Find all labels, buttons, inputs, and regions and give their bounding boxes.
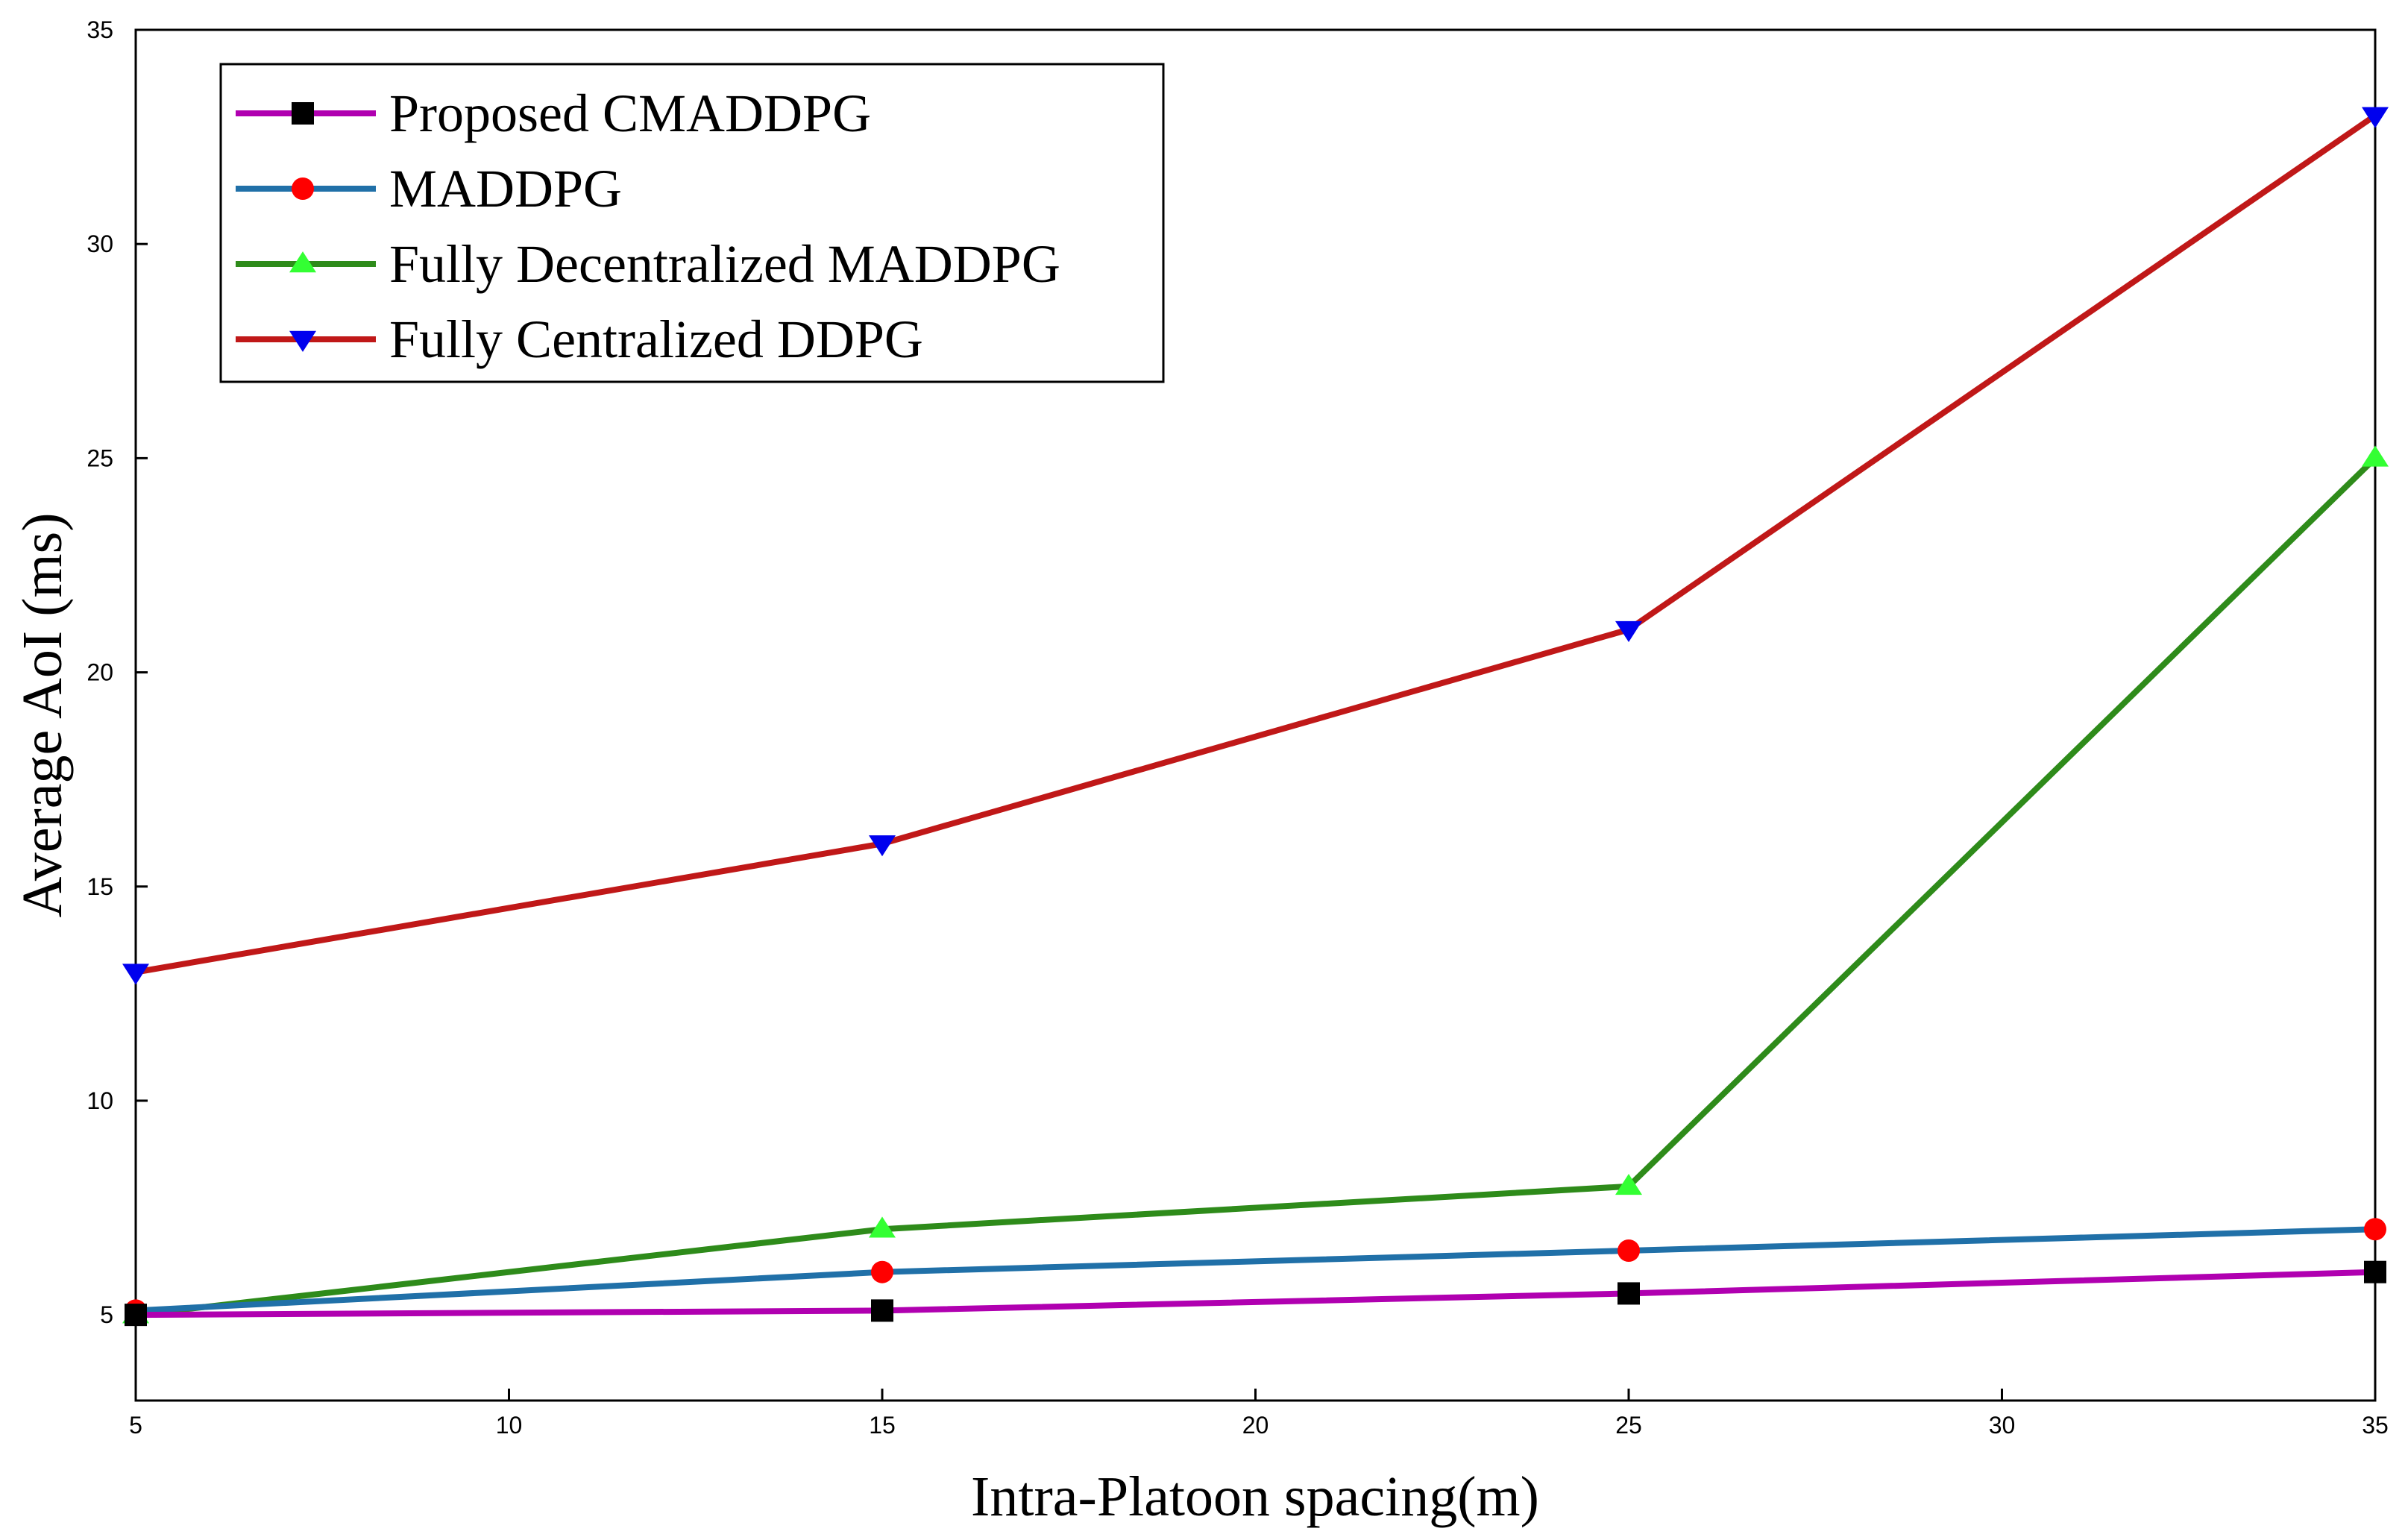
data-point-proposed-cmaddpg — [2364, 1260, 2386, 1283]
y-tick-label: 5 — [100, 1301, 113, 1328]
series-line-fully-decentralized-maddpg — [133, 455, 2378, 1319]
data-point-proposed-cmaddpg — [1618, 1282, 1640, 1305]
x-tick-label: 35 — [2362, 1412, 2389, 1439]
y-tick-label: 15 — [87, 873, 113, 900]
legend-swatch-marker — [289, 330, 316, 352]
y-tick-label: 35 — [87, 16, 113, 43]
series-lines — [133, 112, 2378, 1319]
data-point-fully-decentralized-maddpg — [869, 1216, 896, 1238]
legend-box — [219, 63, 1165, 383]
x-axis-title: Intra-Platoon spacing(m) — [971, 1465, 1539, 1528]
legend: Proposed CMADDPG MADDPG Fully Decentralize… — [219, 63, 1165, 383]
data-point-fully-centralized-ddpg — [2362, 107, 2389, 128]
legend-swatch-marker — [292, 102, 314, 125]
data-point-fully-centralized-ddpg — [1615, 620, 1642, 642]
legend-swatch-marker — [292, 177, 314, 200]
x-tick-label: 5 — [129, 1412, 142, 1439]
legend-label: MADDPG — [389, 159, 622, 219]
x-tick-label: 25 — [1615, 1412, 1642, 1439]
legend-label: Fully Decentralized MADDPG — [389, 234, 1060, 294]
data-point-fully-centralized-ddpg — [869, 835, 896, 857]
series-line-maddpg — [133, 1226, 2378, 1314]
y-tick-label: 30 — [87, 230, 113, 257]
series-markers — [122, 107, 2389, 1327]
x-tick-label: 10 — [496, 1412, 523, 1439]
legend-entries: Proposed CMADDPG MADDPG Fully Decentralize… — [236, 84, 1060, 369]
series-line-fully-centralized-ddpg — [133, 112, 2378, 975]
x-tick-label: 15 — [869, 1412, 896, 1439]
legend-label: Proposed CMADDPG — [389, 84, 871, 143]
x-axis-ticks: 5 10 15 20 25 30 35 — [129, 1389, 2389, 1439]
data-point-maddpg — [1618, 1239, 1640, 1262]
legend-swatch-marker — [289, 251, 316, 273]
y-tick-label: 25 — [87, 444, 113, 471]
data-point-proposed-cmaddpg — [871, 1299, 893, 1322]
y-axis-ticks: 5 10 15 20 25 30 35 — [87, 16, 148, 1328]
data-point-proposed-cmaddpg — [125, 1304, 147, 1327]
series-line-proposed-cmaddpg — [133, 1269, 2378, 1319]
data-point-fully-decentralized-maddpg — [1615, 1173, 1642, 1195]
y-axis-title: Average AoI (ms) — [11, 512, 74, 917]
data-point-maddpg — [2364, 1218, 2386, 1241]
y-tick-label: 10 — [87, 1087, 113, 1114]
x-tick-label: 30 — [1989, 1412, 2016, 1439]
legend-label: Fully Centralized DDPG — [389, 309, 923, 369]
data-point-maddpg — [871, 1260, 893, 1283]
x-tick-label: 20 — [1242, 1412, 1269, 1439]
data-point-fully-decentralized-maddpg — [2362, 445, 2389, 467]
data-point-fully-centralized-ddpg — [122, 964, 149, 985]
y-tick-label: 20 — [87, 659, 113, 686]
